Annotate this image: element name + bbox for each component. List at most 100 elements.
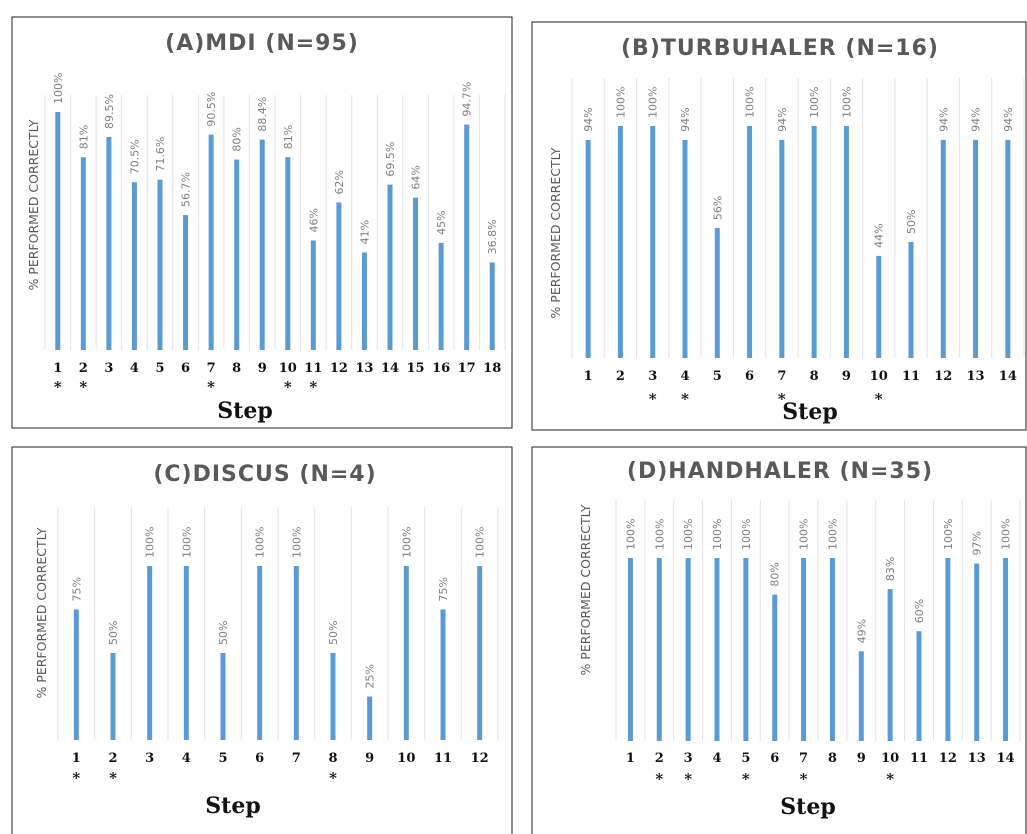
x-tick-label: 5 xyxy=(713,369,722,384)
x-tick-label: 11 xyxy=(434,751,452,766)
star-marker: * xyxy=(207,378,215,396)
x-tick-label: 6 xyxy=(770,751,779,766)
star-marker: * xyxy=(875,390,883,408)
panel-handhaler: (D)HANDHALER (N=35) % PERFORMED CORRECTLY… xyxy=(530,445,1027,834)
x-tick-label: 9 xyxy=(258,361,267,376)
star-marker: * xyxy=(684,770,692,788)
x-tick-label: 1 xyxy=(626,751,635,766)
bar xyxy=(336,202,342,350)
data-label: 100% xyxy=(647,87,660,118)
bar xyxy=(131,182,137,350)
data-label: 100% xyxy=(744,87,757,118)
data-label: 81% xyxy=(77,125,90,149)
bar xyxy=(843,126,849,358)
x-tick-label: 11 xyxy=(910,751,928,766)
chart-frame xyxy=(11,446,513,834)
bar xyxy=(887,589,893,741)
x-tick-label: 9 xyxy=(857,751,866,766)
x-tick-label: 8 xyxy=(810,369,819,384)
data-label: 94.7% xyxy=(461,82,474,117)
x-tick-label: 13 xyxy=(355,361,373,376)
bar xyxy=(801,558,807,741)
data-label: 71.6% xyxy=(154,137,167,172)
x-tick-label: 3 xyxy=(145,751,154,766)
x-tick-label: 2 xyxy=(616,369,625,384)
x-tick-label: 5 xyxy=(741,751,750,766)
data-label: 81% xyxy=(282,125,295,149)
data-label: 100% xyxy=(474,527,487,558)
data-label: 100% xyxy=(400,527,413,558)
x-tick-label: 3 xyxy=(684,751,693,766)
bar xyxy=(714,228,720,358)
x-axis-label: Step xyxy=(780,794,835,820)
bar xyxy=(440,609,446,740)
chart-mdi: (A)MDI (N=95) % PERFORMED CORRECTLY 100% 1 *… xyxy=(11,16,513,429)
data-label: 60% xyxy=(913,599,926,623)
x-tick-label: 14 xyxy=(997,751,1015,766)
data-label: 94% xyxy=(776,107,789,131)
y-axis-label: % PERFORMED CORRECTLY xyxy=(578,504,593,675)
star-marker: * xyxy=(329,769,337,787)
bar xyxy=(310,240,316,350)
data-label: 46% xyxy=(307,208,320,232)
x-tick-label: 5 xyxy=(155,361,164,376)
x-tick-label: 6 xyxy=(745,369,754,384)
x-tick-label: 3 xyxy=(104,361,113,376)
bar xyxy=(747,126,753,358)
data-label: 94% xyxy=(1002,107,1015,131)
star-marker: * xyxy=(109,769,117,787)
chart-title: (C)DISCUS (N=4) xyxy=(153,462,376,487)
data-label: 70.5% xyxy=(128,139,141,174)
data-label: 75% xyxy=(437,577,450,601)
bar xyxy=(367,696,373,740)
data-label: 100% xyxy=(290,527,303,558)
bar xyxy=(685,558,691,741)
x-tick-label: 8 xyxy=(828,751,837,766)
data-label: 83% xyxy=(884,557,897,581)
bar xyxy=(779,139,785,358)
chart-handhaler: (D)HANDHALER (N=35) % PERFORMED CORRECTLY… xyxy=(531,446,1027,834)
bar xyxy=(293,566,299,740)
x-tick-label: 17 xyxy=(458,361,476,376)
star-marker: * xyxy=(655,770,663,788)
data-label: 64% xyxy=(410,165,423,189)
data-label: 44% xyxy=(873,223,886,247)
data-label: 97% xyxy=(971,531,984,555)
x-tick-label: 4 xyxy=(680,369,689,384)
bar xyxy=(656,558,662,741)
data-label: 90.5% xyxy=(205,92,218,127)
bar xyxy=(811,126,817,358)
x-tick-label: 11 xyxy=(902,369,920,384)
x-tick-label: 1 xyxy=(584,369,593,384)
star-marker: * xyxy=(800,770,808,788)
x-tick-label: 12 xyxy=(471,751,489,766)
data-label: 100% xyxy=(180,527,193,558)
bar xyxy=(147,566,153,740)
x-tick-label: 12 xyxy=(934,369,952,384)
bar xyxy=(464,124,470,350)
bar xyxy=(908,242,914,358)
data-label: 100% xyxy=(624,519,637,550)
x-tick-label: 4 xyxy=(130,361,139,376)
y-axis-label: % PERFORMED CORRECTLY xyxy=(548,147,563,318)
data-label: 25% xyxy=(364,664,377,688)
x-tick-label: 13 xyxy=(968,751,986,766)
x-tick-label: 8 xyxy=(328,751,337,766)
y-axis-label: % PERFORMED CORRECTLY xyxy=(26,119,41,290)
x-tick-label: 3 xyxy=(648,369,657,384)
bar xyxy=(714,558,720,741)
bar xyxy=(858,651,864,741)
data-label: 50% xyxy=(107,621,120,645)
bar xyxy=(55,112,61,350)
bar xyxy=(682,139,688,358)
bar xyxy=(1003,558,1009,741)
bar xyxy=(208,134,214,350)
data-label: 100% xyxy=(942,519,955,550)
x-axis-label: Step xyxy=(217,398,272,424)
x-tick-label: 10 xyxy=(279,361,297,376)
x-tick-label: 7 xyxy=(292,751,301,766)
x-tick-label: 9 xyxy=(842,369,851,384)
x-tick-label: 4 xyxy=(712,751,721,766)
data-label: 49% xyxy=(855,619,868,643)
bar xyxy=(403,566,409,740)
